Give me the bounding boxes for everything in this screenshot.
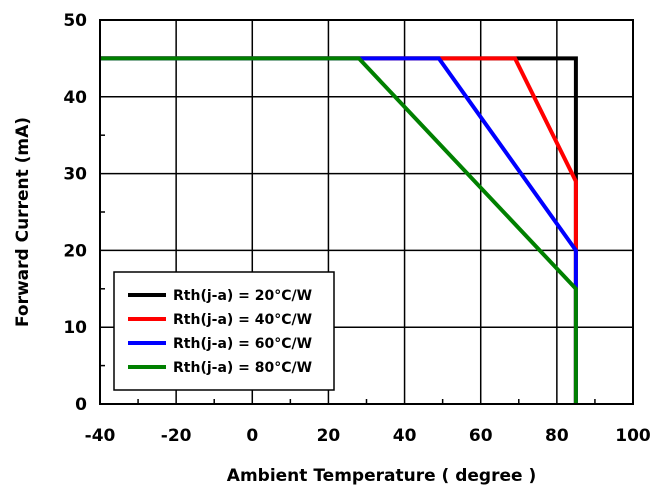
legend-label-4: Rth(j-a) = 80°C/W xyxy=(173,360,312,376)
x-tick-label: 40 xyxy=(393,426,417,446)
series-layer xyxy=(100,56,578,404)
x-tick-label: -40 xyxy=(85,426,116,446)
x-tick-label: -20 xyxy=(161,426,192,446)
legend-label-2: Rth(j-a) = 40°C/W xyxy=(173,312,312,328)
x-tick-labels: -40 -20 0 20 40 60 80 100 xyxy=(85,426,651,446)
y-tick-label: 30 xyxy=(63,165,87,185)
legend: Rth(j-a) = 20°C/W Rth(j-a) = 40°C/W Rth(j-… xyxy=(113,271,335,391)
series-line-4 xyxy=(100,56,578,404)
x-tick-label: 100 xyxy=(615,426,651,446)
x-tick-label: 60 xyxy=(469,426,493,446)
x-tick-label: 0 xyxy=(246,426,258,446)
y-tick-label: 10 xyxy=(63,318,87,338)
legend-label-1: Rth(j-a) = 20°C/W xyxy=(173,288,312,304)
y-tick-labels: 0 10 20 30 40 50 xyxy=(63,11,87,415)
y-axis-label: Forward Current (mA) xyxy=(13,117,33,327)
y-tick-label: 0 xyxy=(75,395,87,415)
y-tick-label: 40 xyxy=(63,88,87,108)
legend-box xyxy=(113,271,335,391)
y-tick-label: 20 xyxy=(63,241,87,261)
x-axis-label: Ambient Temperature ( degree ) xyxy=(227,466,536,486)
plot-frame xyxy=(99,19,634,405)
y-tick-label: 50 xyxy=(63,11,87,31)
x-tick-label: 80 xyxy=(545,426,569,446)
legend-label-3: Rth(j-a) = 60°C/W xyxy=(173,336,312,352)
x-tick-label: 20 xyxy=(317,426,341,446)
